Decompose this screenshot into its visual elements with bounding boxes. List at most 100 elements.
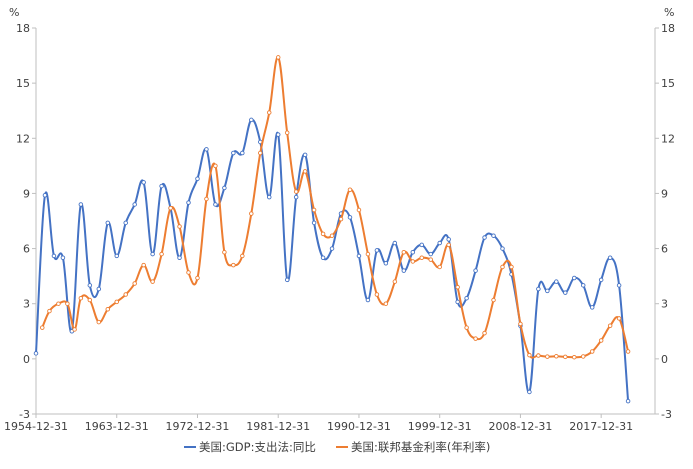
data-point xyxy=(598,277,604,283)
data-point xyxy=(616,316,622,321)
data-point xyxy=(536,353,541,358)
data-point xyxy=(464,325,469,330)
data-point xyxy=(545,288,550,294)
data-point xyxy=(527,352,532,358)
data-point xyxy=(410,249,416,255)
data-point xyxy=(293,194,299,200)
data-point xyxy=(589,305,595,310)
right-y-tick-label: 9 xyxy=(661,187,668,200)
data-point xyxy=(105,220,111,226)
data-point xyxy=(563,290,568,295)
data-point xyxy=(437,264,442,270)
data-point xyxy=(491,297,496,303)
data-point xyxy=(275,132,281,137)
data-point xyxy=(365,251,371,257)
data-point xyxy=(383,301,389,306)
data-point xyxy=(365,297,371,303)
series-line xyxy=(35,118,630,402)
data-point xyxy=(536,286,541,292)
data-point xyxy=(356,207,362,213)
data-point xyxy=(401,268,407,273)
legend: 美国:GDP:支出法:同比 美国:联邦基金利率(年利率) xyxy=(184,440,490,454)
data-point xyxy=(177,224,182,229)
data-point xyxy=(213,202,218,207)
data-point xyxy=(222,249,227,255)
x-tick-label: 1999-12-31 xyxy=(408,420,472,433)
data-point xyxy=(347,215,353,220)
data-point xyxy=(78,202,84,207)
right-y-tick-label: 15 xyxy=(661,77,675,90)
data-point xyxy=(482,235,487,240)
x-tick-label: 1990-12-31 xyxy=(327,420,391,433)
data-point xyxy=(195,176,200,181)
data-point xyxy=(482,330,487,336)
data-point xyxy=(311,220,317,226)
data-point xyxy=(87,297,93,303)
right-y-unit: % xyxy=(664,6,674,19)
data-point xyxy=(240,150,245,156)
right-y-tick-label: 3 xyxy=(661,298,668,311)
x-tick-label: 1972-12-31 xyxy=(166,420,230,433)
data-point xyxy=(545,354,550,359)
data-point xyxy=(284,130,290,136)
data-point xyxy=(150,279,155,284)
right-y-tick-label: 0 xyxy=(661,353,668,366)
data-point xyxy=(320,231,326,237)
right-y-tick-label: 18 xyxy=(661,22,675,35)
legend-label: 美国:GDP:支出法:同比 xyxy=(199,440,316,454)
data-point xyxy=(509,264,514,270)
data-point xyxy=(249,117,254,123)
data-point xyxy=(195,275,200,281)
data-point xyxy=(266,194,272,200)
data-point xyxy=(114,253,119,259)
right-y-tick-label: 6 xyxy=(661,243,668,256)
data-point xyxy=(329,233,335,238)
data-point xyxy=(347,187,353,193)
data-point xyxy=(231,262,236,268)
data-point xyxy=(500,264,505,270)
left-y-ticks: -3 0 3 6 9 12 15 18 xyxy=(16,22,36,421)
data-point xyxy=(625,398,631,404)
data-point xyxy=(572,275,577,281)
data-point xyxy=(258,150,263,156)
data-point xyxy=(374,248,380,253)
data-point xyxy=(311,207,317,213)
data-point xyxy=(572,354,577,360)
data-point xyxy=(186,200,191,205)
x-tick-label: 2008-12-31 xyxy=(488,420,552,433)
data-point xyxy=(56,301,61,306)
data-point xyxy=(455,284,460,290)
data-point xyxy=(473,336,478,341)
data-point xyxy=(132,202,137,207)
data-point xyxy=(437,240,442,246)
data-point xyxy=(249,211,254,216)
data-point xyxy=(96,319,102,325)
x-tick-label: 1963-12-31 xyxy=(85,420,149,433)
legend-label: 美国:联邦基金利率(年利率) xyxy=(351,440,490,454)
left-y-tick-label: 3 xyxy=(23,298,30,311)
left-y-tick-label: 6 xyxy=(23,243,30,256)
data-point xyxy=(159,183,164,189)
data-point xyxy=(177,255,182,261)
x-tick-label: 2017-12-31 xyxy=(569,420,633,433)
data-point xyxy=(40,325,45,330)
data-point xyxy=(65,301,70,306)
data-point xyxy=(302,152,308,158)
data-point xyxy=(419,255,425,261)
data-point xyxy=(213,163,218,169)
series-line xyxy=(41,56,630,359)
data-point xyxy=(625,349,631,354)
data-point xyxy=(589,349,595,354)
data-point xyxy=(419,242,425,248)
x-ticks: 1954-12-31 1963-12-31 1972-12-31 1981-12-31… xyxy=(4,414,633,433)
data-point xyxy=(374,292,380,297)
data-point xyxy=(159,251,164,257)
data-point xyxy=(114,299,119,305)
data-point xyxy=(338,216,344,222)
data-point xyxy=(464,295,469,301)
data-point xyxy=(141,262,146,268)
data-point xyxy=(141,180,146,185)
data-point xyxy=(401,249,407,255)
left-y-tick-label: 12 xyxy=(16,132,30,145)
